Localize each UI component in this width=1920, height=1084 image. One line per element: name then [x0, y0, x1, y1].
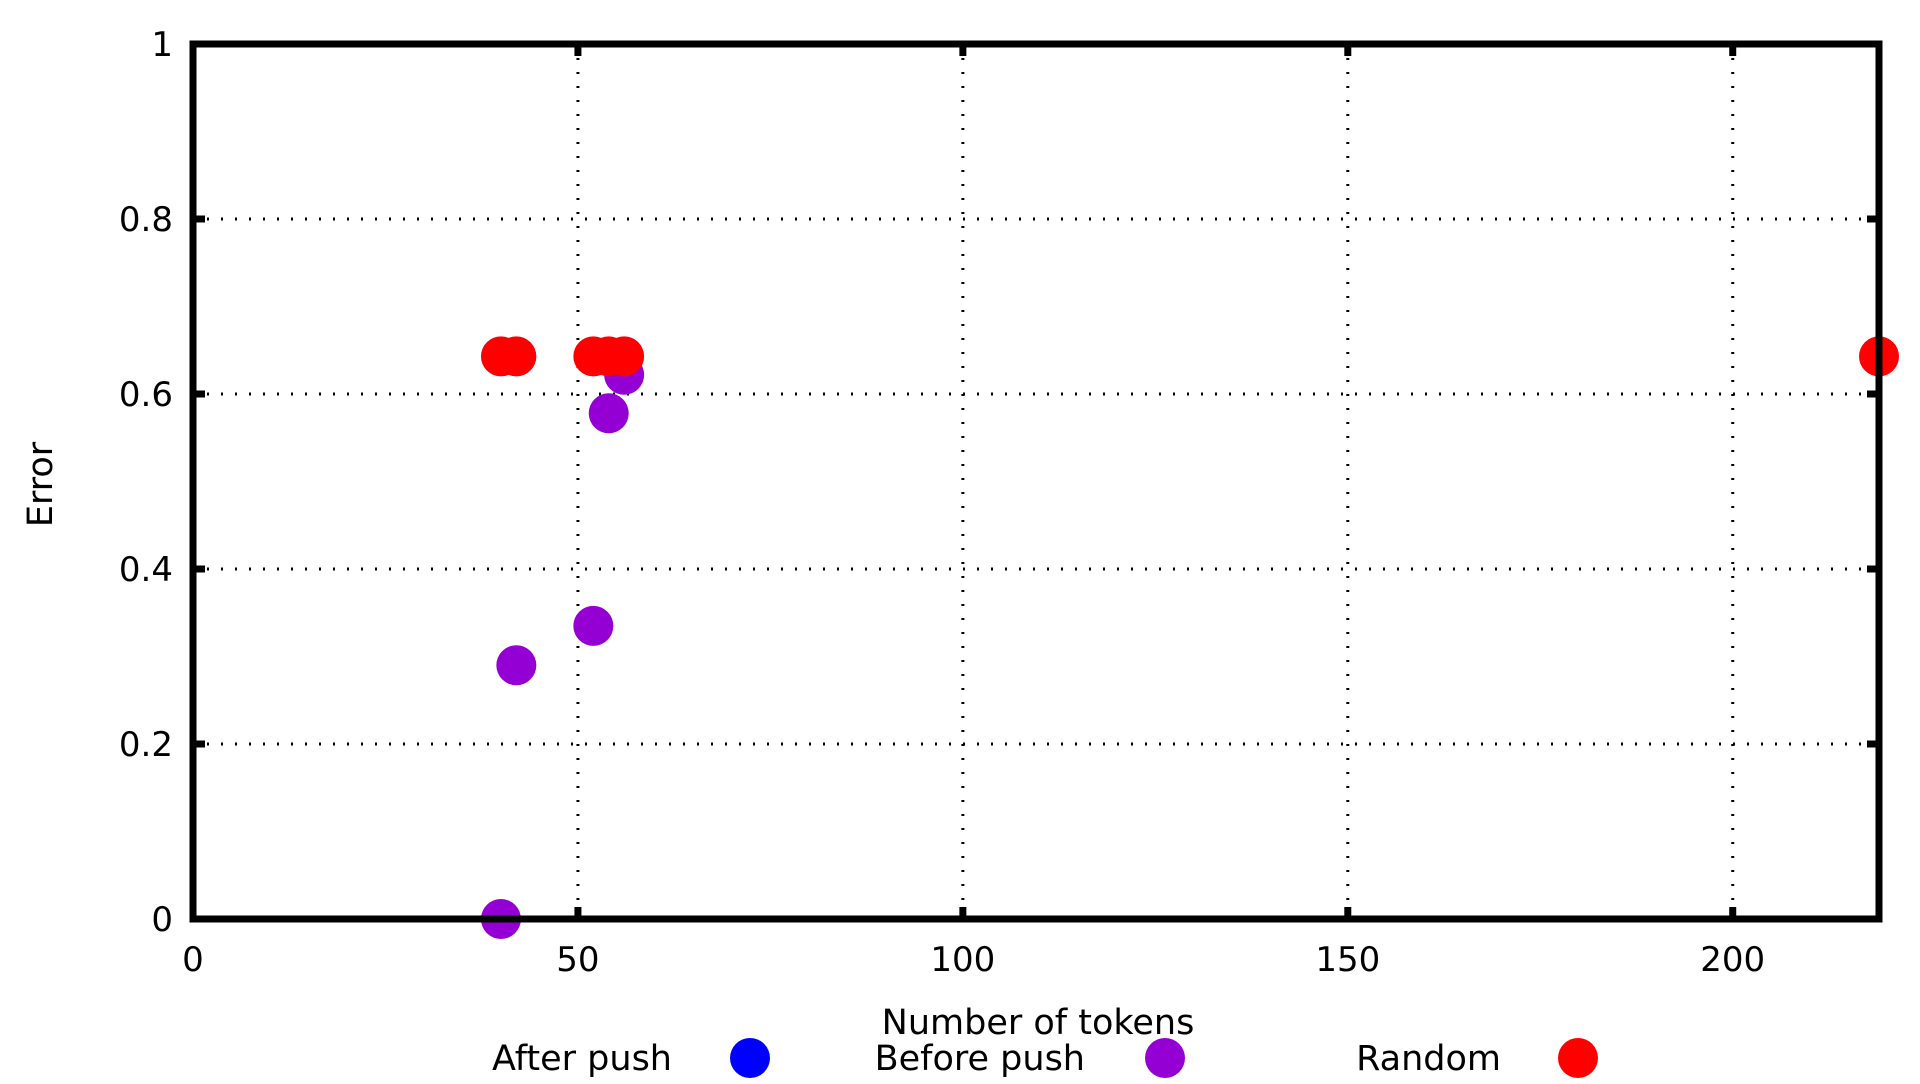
legend-label-after-push: After push: [492, 1039, 672, 1079]
y-tick-label: 0.8: [119, 200, 173, 240]
legend-marker-before-push: [1145, 1038, 1185, 1078]
legend: After push Before push Random: [492, 1038, 1598, 1079]
y-tick-label: 0.6: [119, 375, 173, 415]
random-point: [604, 336, 645, 377]
random-point: [496, 336, 537, 377]
x-tick-label: 200: [1700, 940, 1765, 980]
y-tick-label: 0.2: [119, 725, 173, 765]
plot-frame: [189, 40, 1883, 923]
x-tick-label: 150: [1315, 940, 1380, 980]
y-tick-label: 0: [151, 900, 173, 940]
legend-marker-random: [1558, 1038, 1598, 1078]
legend-marker-after-push: [730, 1038, 770, 1078]
x-tick-label: 100: [930, 940, 995, 980]
x-axis-title: Number of tokens: [882, 1003, 1195, 1043]
y-axis-title: Error: [21, 441, 61, 527]
x-tick-label: 50: [556, 940, 599, 980]
before-push-point: [588, 393, 629, 434]
tick-labels: 0 50 100 150 200 0 0.2 0.4 0.6 0.8 1: [119, 25, 1765, 980]
legend-label-random: Random: [1356, 1039, 1501, 1079]
y-tick-label: 0.4: [119, 550, 173, 590]
data-points: [480, 336, 1899, 939]
before-push-point: [573, 605, 614, 646]
y-tick-label: 1: [151, 25, 173, 65]
legend-label-before-push: Before push: [875, 1039, 1085, 1079]
grid-lines: [193, 44, 1879, 919]
before-push-point: [496, 645, 537, 686]
x-tick-label: 0: [182, 940, 204, 980]
axis-ticks: [189, 40, 1879, 923]
